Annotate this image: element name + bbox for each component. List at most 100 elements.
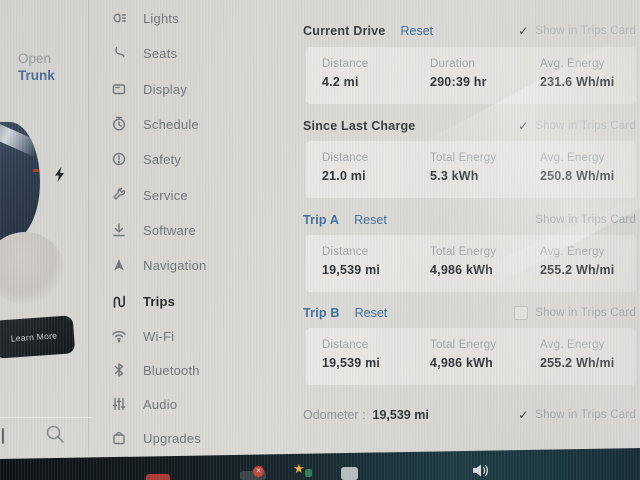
sidebar-item-upgrades[interactable]: Upgrades (110, 426, 201, 450)
car-ground-shadow (0, 232, 64, 304)
stat-duration: Duration 290:39 hr (430, 58, 487, 89)
sliders-icon (110, 396, 127, 413)
sidebar-item-safety[interactable]: Safety (110, 147, 181, 171)
show-in-trips-card-label: Show in Trips Card (535, 120, 636, 132)
stat-distance: Distance 4.2 mi (322, 58, 368, 89)
wrench-icon (110, 187, 127, 204)
charge-port-bolt-icon[interactable] (53, 166, 66, 188)
show-in-trips-card-toggle[interactable]: Show in Trips Card (514, 304, 636, 322)
section-header-current-drive: Current Drive Reset ✓ Show in Trips Card (303, 22, 638, 40)
sidebar-item-label: Navigation (143, 257, 207, 273)
show-in-trips-card-label: Show in Trips Card (535, 214, 636, 226)
stat-value: 5.3 kWh (430, 169, 479, 183)
sidebar-item-label: Upgrades (143, 430, 201, 446)
trunk-target-label: Trunk (18, 68, 55, 83)
schedule-icon (110, 116, 127, 133)
section-title: Trip B (303, 306, 340, 320)
reset-link[interactable]: Reset (354, 213, 387, 227)
search-icon[interactable] (44, 423, 66, 450)
bluetooth-icon (110, 362, 127, 379)
show-in-trips-card-toggle[interactable]: ✓ Show in Trips Card (518, 22, 636, 40)
checkmark-icon: ✓ (518, 119, 529, 133)
stat-value: 255.2 Wh/mi (540, 356, 615, 370)
section-title: Current Drive (303, 24, 386, 38)
odometer-row: Odometer : 19,539 mi ✓ Show in Trips Car… (303, 405, 638, 425)
sidebar-item-schedule[interactable]: Schedule (110, 112, 199, 136)
sidebar-item-service[interactable]: Service (110, 183, 188, 207)
stat-label: Distance (322, 58, 369, 70)
show-in-trips-card-toggle[interactable]: ✓ Show in Trips Card (518, 406, 636, 424)
stat-label: Avg. Energy (540, 339, 605, 351)
notification-badge-icon[interactable]: ✕ (253, 466, 264, 477)
show-in-trips-card-toggle[interactable]: Show in Trips Card (535, 211, 636, 229)
stat-value: 290:39 hr (430, 75, 487, 89)
odometer-label: Odometer : (303, 408, 366, 422)
stat-value: 19,539 mi (322, 356, 381, 370)
sidebar-item-label: Lights (143, 10, 179, 26)
checkbox-unchecked[interactable] (514, 306, 529, 320)
launcher-app-icon[interactable] (240, 471, 266, 480)
stat-label: Duration (430, 58, 476, 70)
sidebar-item-seats[interactable]: Seats (110, 41, 177, 65)
car-reflection (0, 122, 40, 158)
stat-avg-energy: Avg. Energy 255.2 Wh/mi (540, 339, 614, 370)
sidebar-item-label: Safety (143, 151, 182, 167)
launcher-app-icon[interactable] (305, 469, 312, 477)
stat-label: Avg. Energy (540, 152, 605, 164)
stats-card-current-drive: Distance 4.2 mi Duration 290:39 hr Avg. … (306, 47, 636, 104)
stat-label: Total Energy (430, 339, 497, 351)
show-in-trips-card-label: Show in Trips Card (535, 409, 636, 421)
stat-label: Total Energy (430, 246, 497, 258)
sidebar-item-label: Display (143, 81, 188, 97)
section-header-trip-a: Trip A Reset Show in Trips Card (303, 211, 638, 229)
stat-value: 21.0 mi (322, 169, 366, 183)
stats-card-since-last-charge: Distance 21.0 mi Total Energy 5.3 kWh Av… (306, 141, 636, 198)
reset-link[interactable]: Reset (400, 24, 434, 38)
sidebar-item-lights[interactable]: Lights (110, 6, 179, 30)
stat-label: Distance (322, 339, 369, 351)
show-in-trips-card-toggle[interactable]: ✓ Show in Trips Card (518, 117, 636, 135)
sidebar-item-navigation[interactable]: Navigation (110, 253, 206, 277)
volume-icon[interactable] (472, 463, 492, 480)
trunk-action-label: Open (18, 51, 52, 66)
stat-total-energy: Total Energy 4,986 kWh (430, 246, 496, 277)
launcher-app-icon[interactable] (146, 474, 170, 480)
reset-link[interactable]: Reset (354, 306, 388, 320)
download-icon (110, 222, 127, 239)
stat-value: 231.6 Wh/mi (540, 75, 615, 89)
sidebar-item-audio[interactable]: Audio (110, 392, 177, 416)
sidebar-item-label: Audio (143, 396, 178, 412)
odometer-value: 19,539 mi (372, 408, 429, 422)
sidebar-item-wifi[interactable]: Wi-Fi (110, 324, 174, 348)
left-panel-hairline (0, 417, 92, 418)
section-header-since-last-charge: Since Last Charge ✓ Show in Trips Card (303, 117, 638, 135)
stat-label: Distance (322, 152, 369, 164)
sidebar-item-label: Bluetooth (143, 362, 200, 378)
stat-distance: Distance 19,539 mi (322, 339, 380, 370)
panel-divider (88, 0, 89, 456)
star-icon[interactable]: ★ (293, 461, 305, 476)
stats-card-trip-b: Distance 19,539 mi Total Energy 4,986 kW… (306, 328, 636, 385)
car-taillight (33, 169, 39, 172)
sidebar-item-bluetooth[interactable]: Bluetooth (110, 358, 200, 382)
learn-more-button[interactable]: Learn More (0, 315, 76, 359)
stat-label: Avg. Energy (540, 58, 605, 70)
show-in-trips-card-label: Show in Trips Card (535, 25, 636, 37)
cutoff-edge-icon (2, 428, 4, 444)
sidebar-item-trips[interactable]: Trips (110, 289, 175, 313)
open-trunk-control[interactable]: Open Trunk (18, 50, 55, 84)
sidebar-item-software[interactable]: Software (110, 218, 196, 242)
launcher-app-icon[interactable] (341, 467, 358, 480)
car-render-fragment (0, 122, 40, 240)
sidebar-item-display[interactable]: Display (110, 77, 187, 101)
show-in-trips-card-label: Show in Trips Card (535, 307, 636, 319)
stat-total-energy: Total Energy 4,986 kWh (430, 339, 496, 370)
safety-icon (110, 151, 127, 168)
stat-value: 255.2 Wh/mi (540, 263, 615, 277)
stat-label: Avg. Energy (540, 246, 605, 258)
checkmark-icon: ✓ (518, 408, 529, 422)
stat-value: 4.2 mi (322, 75, 359, 89)
stat-distance: Distance 21.0 mi (322, 152, 368, 183)
route-icon (110, 293, 127, 310)
